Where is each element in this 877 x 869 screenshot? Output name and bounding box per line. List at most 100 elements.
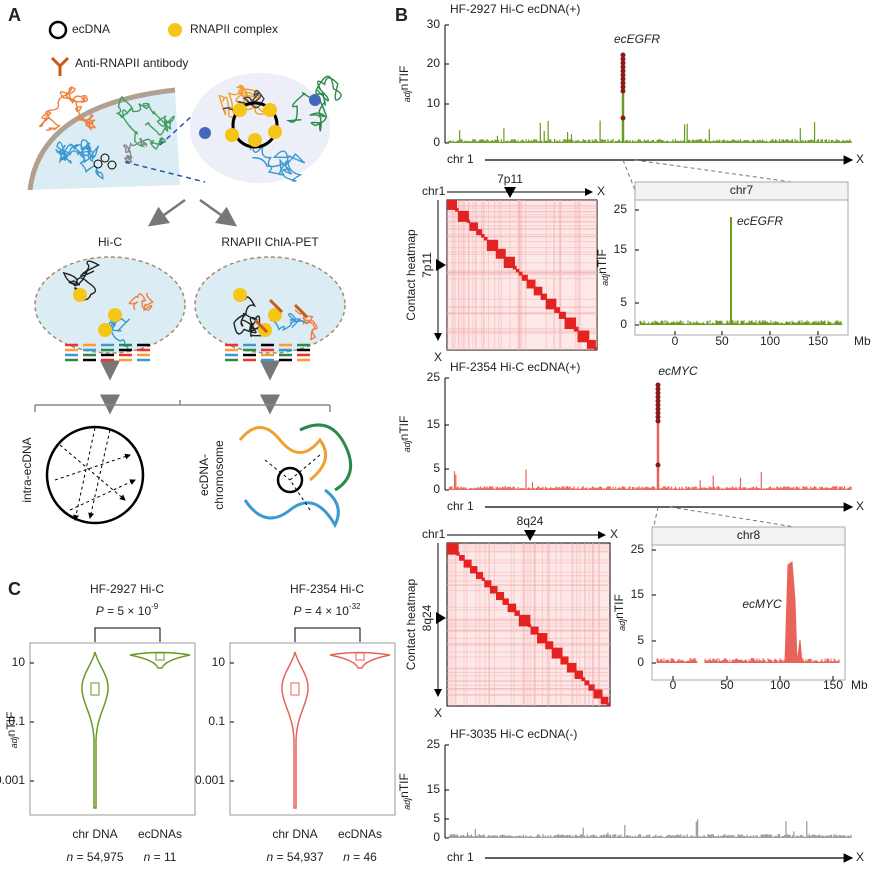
heatmap-band [576,200,578,350]
heatmap-band [454,200,456,350]
peak [784,561,803,664]
heatmap-block [564,317,577,330]
method-label: Hi-C [98,235,122,249]
heatmap-band [447,651,610,653]
heatmap-block [466,219,471,224]
y-label-main: nTIF [397,66,411,91]
heatmap-band [447,228,597,230]
heatmap-band [447,205,597,207]
heatmap-band [597,543,599,706]
heatmap-band [598,543,600,706]
heatmap-band [447,688,610,690]
annotation: ecMYC [742,597,782,611]
peak-point [655,410,661,416]
chromatin [39,86,96,132]
chromosome [238,426,328,482]
p-text: = 4 × 10 [302,604,350,618]
heatmap-block [566,662,577,673]
heatmap-band [572,543,574,706]
chromatin [269,312,307,332]
annotation: ecEGFR [614,32,660,46]
heatmap-band [447,559,610,561]
heatmap-band [447,643,610,645]
heatmap-block [469,222,478,231]
heatmap-band [447,668,610,670]
heatmap-end: X [610,527,618,541]
n-text: = 11 [150,850,176,864]
heatmap-band [447,580,610,582]
line [634,159,849,191]
region-marker [436,259,446,271]
nucleus [30,90,180,190]
legend-label: Anti-RNAPII antibody [75,56,188,70]
region-marker [504,187,516,198]
heatmap-band [447,575,610,577]
violin [281,651,309,809]
x-tick-label: 150 [823,678,843,692]
rnapii-icon [98,323,112,337]
rnapii-icon [268,308,282,322]
n-label: n = 54,975 [66,850,123,864]
line [147,198,186,227]
heatmap-block [594,347,597,350]
peak-point [620,88,626,94]
rnapii-icon [108,308,122,322]
ecdna-icon [100,153,110,163]
heatmap-band [481,200,483,350]
y-tick-label: 0 [637,655,644,669]
p-exponent: -9 [151,602,159,611]
region-label: 7p11 [497,172,523,186]
p-text: = 5 × 10 [104,604,152,618]
heatmap-block [533,286,543,296]
y-label-main: nTIF [397,773,411,798]
heatmap-band [447,609,610,611]
protein [309,94,321,106]
heatmap-block [483,236,488,241]
heatmap-band [548,543,550,706]
heatmap-band [513,543,515,706]
heatmap-block [489,585,498,594]
y-tick-label: 0 [433,135,440,149]
y-tick-label: 0 [620,317,627,331]
heatmap-band [447,551,610,553]
heatmap-band [447,630,610,632]
heatmap-band [593,543,595,706]
region-label: 7p11 [420,252,434,278]
x-axis-end: X [856,499,864,513]
box [290,682,300,696]
heatmap-band [447,327,597,329]
y-axis-label: adjnTIF [4,712,19,749]
heatmap-block [456,552,460,556]
heatmap-band [592,543,594,706]
heatmap-band [447,637,610,639]
nucleus [194,256,346,354]
heatmap-block [573,326,579,332]
line [289,454,321,481]
bracket [94,627,161,642]
heatmap-band [466,543,468,706]
heatmap-block [459,555,465,561]
y-label-sub: adj [9,735,19,748]
annotation: ecMYC [658,364,698,378]
heatmap-band [447,306,597,308]
heatmap-band [484,543,486,706]
heatmap-band [447,656,610,658]
heatmap-block [554,307,560,313]
heatmap-band [447,550,610,552]
n-text: = 54,937 [273,850,324,864]
heatmap-end: X [434,350,442,364]
heatmap-block [586,339,596,349]
y-tick-label: 10 [212,655,226,669]
heatmap-block [507,603,517,613]
region-label: 8q24 [517,514,544,528]
outcome-label: ecDNA- [197,454,211,496]
x-axis-end: X [856,850,864,864]
heatmap-band [447,684,610,686]
y-tick-label: 15 [427,782,441,796]
heatmap-block [486,239,499,252]
protein [199,127,211,139]
y-tick-label: 15 [614,242,628,256]
panel-label: A [8,5,21,25]
ecdna-icon [48,20,68,40]
outcome-label: intra-ecDNA [20,437,34,502]
